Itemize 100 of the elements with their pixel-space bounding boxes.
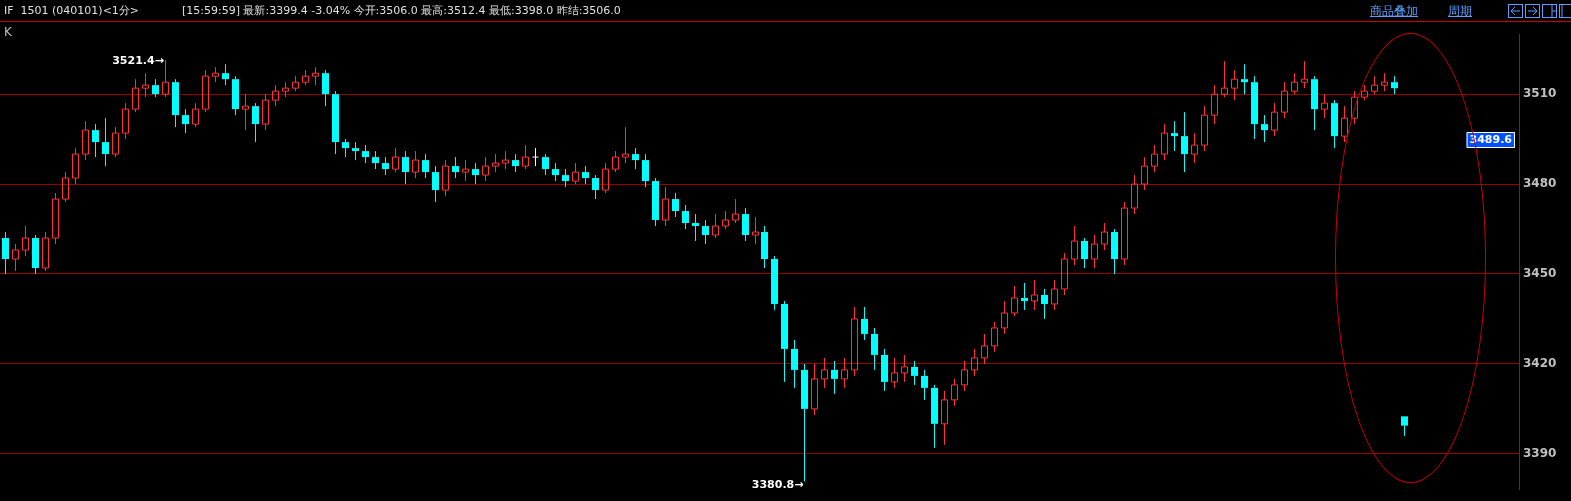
candlestick	[72, 147, 79, 185]
candlestick	[82, 120, 89, 161]
candlestick	[262, 93, 269, 131]
candlestick	[682, 204, 689, 230]
candlestick	[472, 162, 479, 185]
candlestick	[232, 75, 239, 116]
candlestick	[971, 348, 978, 377]
candlestick	[342, 138, 349, 158]
chart-subtitle: [15:59:59] 最新:3399.4 -3.04% 今开:3506.0 最高:3512.4 最低:3398.0 昨结:3506.0	[182, 3, 621, 18]
candlestick	[1081, 237, 1088, 269]
candlestick	[1191, 132, 1198, 164]
y-tick-label: 3390	[1523, 445, 1557, 460]
candlestick	[1301, 60, 1308, 89]
candlestick	[861, 306, 868, 341]
annotation: 3521.4→	[112, 53, 164, 67]
candlestick	[901, 354, 908, 383]
candlestick	[282, 81, 289, 98]
candlestick	[442, 159, 449, 197]
candlestick	[362, 144, 369, 164]
candlestick	[732, 198, 739, 224]
candlestick	[302, 69, 309, 86]
candlestick	[352, 141, 359, 161]
candlestick	[1231, 69, 1238, 101]
candlestick	[402, 150, 409, 185]
candlestick	[432, 165, 439, 203]
candlestick	[552, 162, 559, 182]
y-tick-label: 3510	[1523, 86, 1557, 101]
candlestick	[222, 63, 229, 86]
text: 周期	[1448, 3, 1472, 20]
candlestick	[372, 150, 379, 170]
candlestick	[2, 231, 9, 275]
candlestick	[62, 171, 69, 203]
candlestick	[811, 363, 818, 416]
candlestick	[602, 162, 609, 194]
candlestick	[1161, 123, 1168, 161]
candlestick	[12, 243, 19, 272]
candlestick	[752, 216, 759, 245]
candlestick	[132, 78, 139, 113]
candlestick	[1311, 75, 1318, 131]
candlestick	[312, 66, 319, 86]
candlestick	[672, 192, 679, 218]
candlestick	[1391, 75, 1398, 95]
candlestick	[662, 186, 669, 227]
candlestick	[742, 207, 749, 242]
candlestick	[1341, 105, 1348, 143]
candlestick	[1031, 279, 1038, 311]
candlestick	[1291, 72, 1298, 95]
candlestick	[542, 153, 549, 176]
candlestick	[252, 102, 259, 143]
candlestick	[1061, 252, 1068, 296]
candlestick	[562, 168, 569, 188]
candlestick	[22, 225, 29, 257]
candlestick	[92, 123, 99, 158]
candlestick	[1361, 84, 1368, 101]
candlestick	[462, 159, 469, 182]
candlestick	[771, 255, 778, 311]
candlestick	[712, 213, 719, 239]
candlestick	[242, 93, 249, 131]
candlestick	[841, 357, 848, 389]
candlestick	[791, 339, 798, 389]
candlestick	[182, 108, 189, 134]
candlestick	[881, 348, 888, 392]
candlestick	[761, 225, 768, 269]
candlestick	[941, 390, 948, 446]
candlestick	[52, 192, 59, 245]
candlestick	[1331, 99, 1338, 149]
candlestick	[1241, 63, 1248, 95]
candlestick	[981, 333, 988, 365]
candlestick	[152, 78, 159, 98]
candlestick	[1101, 222, 1108, 251]
candlestick	[991, 321, 998, 353]
candlestick	[871, 327, 878, 371]
candlestick	[1271, 102, 1278, 137]
candlestick	[1211, 84, 1218, 125]
candlestick	[801, 363, 808, 482]
candlestick	[1221, 60, 1228, 98]
candlestick	[172, 78, 179, 128]
candlestick	[292, 75, 299, 92]
candlestick	[502, 150, 509, 170]
candlestick	[1381, 72, 1388, 92]
candlestick	[532, 147, 539, 167]
candlestick	[1141, 156, 1148, 191]
candlestick	[1071, 225, 1078, 266]
candlestick	[1011, 285, 1018, 317]
candlestick	[1251, 75, 1258, 140]
candlestick	[272, 84, 279, 107]
candlestick	[1091, 234, 1098, 269]
candlestick	[1041, 288, 1048, 320]
candlestick	[831, 360, 838, 395]
candlestick	[192, 102, 199, 128]
candlestick	[412, 150, 419, 179]
candlestick	[522, 144, 529, 170]
candlestick	[452, 156, 459, 179]
candlestick	[632, 147, 639, 170]
candlestick	[142, 72, 149, 98]
candlestick	[42, 231, 49, 272]
candlestick	[212, 66, 219, 83]
candlestick	[951, 378, 958, 407]
candlestick	[931, 384, 938, 449]
candlestick	[592, 174, 599, 200]
